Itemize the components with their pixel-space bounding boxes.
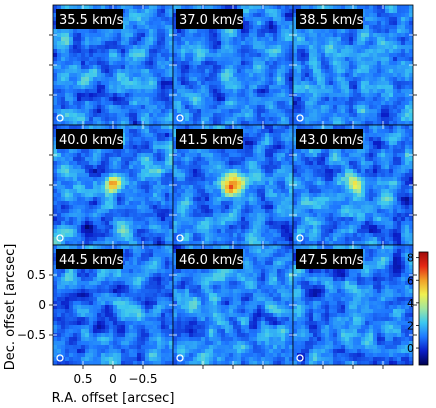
velocity-label: 43.0 km/s — [299, 133, 364, 148]
channel-panel: 43.0 km/s — [292, 124, 414, 246]
emission-map — [293, 125, 413, 245]
colorbar-tick-label: 2 — [407, 319, 414, 332]
x-tick-label: −0.5 — [128, 372, 157, 386]
velocity-label-box — [176, 129, 243, 149]
emission-map — [173, 125, 293, 245]
emission-map — [293, 5, 413, 125]
velocity-label: 40.0 km/s — [59, 133, 124, 148]
velocity-label: 35.5 km/s — [59, 13, 124, 28]
x-axis-title: R.A. offset [arcsec] — [52, 391, 175, 406]
velocity-label-box — [296, 9, 363, 29]
colorbar-tick-label: 8 — [407, 252, 414, 265]
beam-circle-icon — [296, 234, 304, 242]
beam-circle-icon — [176, 234, 184, 242]
channel-panel: 37.0 km/s — [172, 4, 294, 126]
beam-circle-icon — [296, 354, 304, 362]
channel-panel: 44.5 km/s — [52, 244, 174, 366]
channel-panel: 38.5 km/s — [292, 4, 414, 126]
channel-panels: 35.5 km/s 37.0 km/s 38.5 km/s 40.0 km/s 41.5… — [52, 4, 414, 366]
channel-panel: 41.5 km/s — [172, 124, 294, 246]
velocity-label-box — [296, 249, 363, 269]
velocity-label: 46.0 km/s — [179, 253, 244, 268]
y-axis-title: Dec. offset [arcsec] — [3, 244, 18, 371]
velocity-label: 44.5 km/s — [59, 253, 124, 268]
velocity-label-box — [176, 249, 243, 269]
velocity-label-box — [56, 129, 123, 149]
y-tick-label: 0.5 — [27, 268, 46, 282]
colorbar-tick-label: 0 — [407, 342, 414, 355]
velocity-label-box — [56, 249, 123, 269]
axes: 0.5 0 −0.5 0.5 0 −0.5 — [17, 34, 417, 386]
channel-panel: 35.5 km/s — [52, 4, 174, 126]
velocity-label: 41.5 km/s — [179, 133, 244, 148]
y-tick-label: 0 — [38, 298, 46, 312]
x-tick-label: 0.5 — [73, 372, 92, 386]
x-tick-label: 0 — [109, 372, 117, 386]
velocity-label: 47.5 km/s — [299, 253, 364, 268]
colorbar-tick-label: 6 — [407, 274, 414, 287]
channel-panel: 46.0 km/s — [172, 244, 294, 366]
y-tick-label: −0.5 — [17, 328, 46, 342]
emission-map — [53, 125, 173, 245]
velocity-label: 37.0 km/s — [179, 13, 244, 28]
velocity-label-box — [176, 9, 243, 29]
beam-circle-icon — [56, 234, 64, 242]
beam-circle-icon — [176, 354, 184, 362]
emission-map — [293, 245, 413, 365]
beam-circle-icon — [56, 354, 64, 362]
beam-circle-icon — [56, 114, 64, 122]
channel-panel: 47.5 km/s — [292, 244, 414, 366]
velocity-label: 38.5 km/s — [299, 13, 364, 28]
colorbar-gradient — [418, 251, 429, 366]
channel-panel: 40.0 km/s — [52, 124, 174, 246]
beam-circle-icon — [176, 114, 184, 122]
colorbar: 0 2 4 6 8 — [407, 251, 429, 366]
velocity-label-box — [56, 9, 123, 29]
velocity-label-box — [296, 129, 363, 149]
colorbar-tick-label: 4 — [407, 297, 414, 310]
beam-circle-icon — [296, 114, 304, 122]
